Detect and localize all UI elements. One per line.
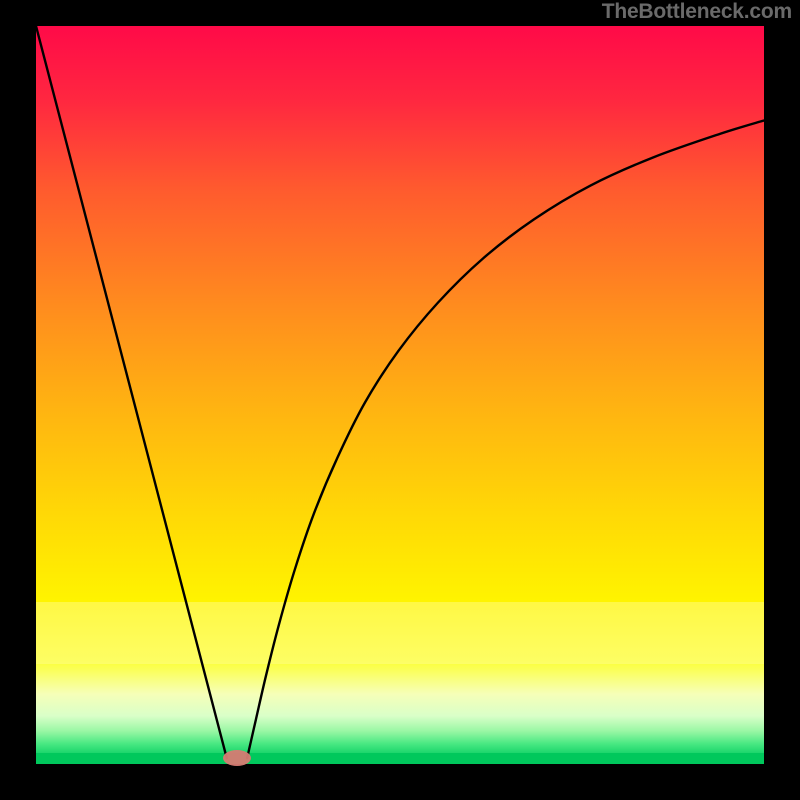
curve-left-branch [36, 26, 227, 758]
watermark-text: TheBottleneck.com [602, 0, 792, 24]
chart-frame: TheBottleneck.com [0, 0, 800, 800]
optimal-point-marker [223, 750, 251, 766]
bottleneck-curve [36, 26, 764, 764]
plot-area [36, 26, 764, 764]
curve-right-branch [247, 120, 764, 758]
